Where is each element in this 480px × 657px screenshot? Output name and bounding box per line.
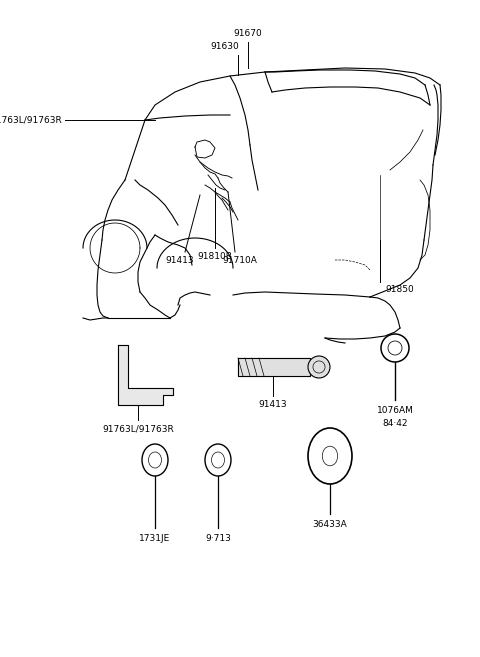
Text: 91413: 91413 bbox=[259, 400, 288, 409]
Text: 1076AM: 1076AM bbox=[377, 406, 413, 415]
Text: 91670: 91670 bbox=[234, 29, 263, 38]
Circle shape bbox=[308, 356, 330, 378]
Text: 36433A: 36433A bbox=[312, 520, 348, 529]
Text: 1731JE: 1731JE bbox=[139, 534, 170, 543]
Text: 84·42: 84·42 bbox=[382, 419, 408, 428]
Text: 91810B: 91810B bbox=[198, 252, 232, 261]
Polygon shape bbox=[118, 345, 173, 405]
Text: 91763L/91763R: 91763L/91763R bbox=[102, 424, 174, 433]
Polygon shape bbox=[238, 358, 310, 376]
Text: 91763L/91763R: 91763L/91763R bbox=[0, 116, 62, 124]
Text: 91710A: 91710A bbox=[223, 256, 257, 265]
Text: 91630: 91630 bbox=[211, 42, 240, 51]
Text: 91413: 91413 bbox=[166, 256, 194, 265]
Text: 91850: 91850 bbox=[385, 285, 414, 294]
Text: 9·713: 9·713 bbox=[205, 534, 231, 543]
